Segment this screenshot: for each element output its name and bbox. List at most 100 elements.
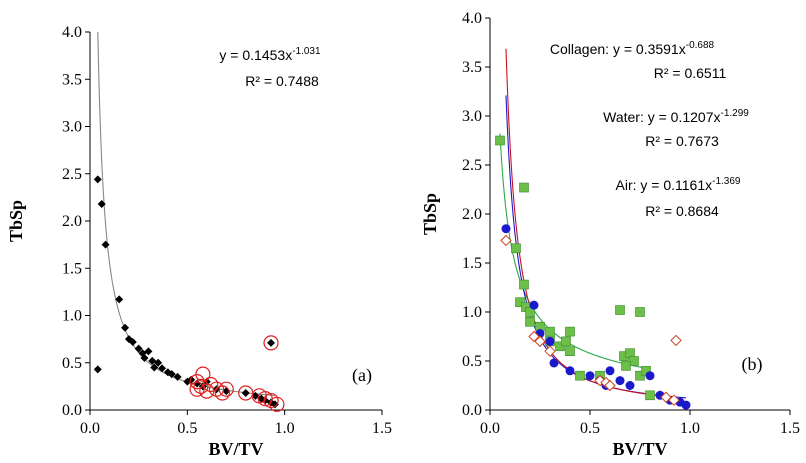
point bbox=[534, 335, 546, 348]
point bbox=[615, 376, 625, 386]
y-tick-label: 0.5 bbox=[62, 355, 82, 372]
point bbox=[150, 363, 159, 372]
point bbox=[625, 381, 635, 390]
point bbox=[629, 356, 639, 366]
x-tick-label: 0.0 bbox=[80, 420, 100, 437]
point bbox=[203, 376, 219, 393]
equation-text: Air: y = 0.1161x bbox=[616, 177, 713, 193]
fit-equation: Air: y = 0.1161x-1.369 bbox=[616, 176, 741, 193]
y-tick-label: 3.0 bbox=[462, 108, 482, 125]
point bbox=[241, 388, 250, 397]
point bbox=[575, 370, 585, 381]
fit-curve bbox=[505, 48, 677, 398]
y-tick-label: 0.0 bbox=[462, 402, 482, 419]
point bbox=[519, 182, 529, 193]
y-tick-label: 3.0 bbox=[62, 119, 82, 136]
point bbox=[525, 307, 535, 317]
point bbox=[115, 295, 124, 304]
point bbox=[645, 371, 655, 381]
point bbox=[545, 326, 555, 337]
y-tick-label: 4.0 bbox=[62, 24, 82, 41]
equation-text: Collagen: y = 0.3591x bbox=[550, 41, 686, 57]
point bbox=[93, 175, 102, 184]
point bbox=[134, 344, 143, 353]
point bbox=[158, 364, 167, 373]
point bbox=[670, 334, 682, 347]
x-tick-label: 1.0 bbox=[680, 420, 700, 437]
point bbox=[101, 240, 110, 249]
fit-equation: Water: y = 0.1207x-1.299 bbox=[603, 108, 749, 125]
point bbox=[615, 305, 625, 315]
x-axis-label: BV/TV bbox=[612, 439, 667, 459]
equation-text: y = 0.1453x bbox=[219, 47, 292, 63]
point bbox=[121, 323, 130, 332]
point bbox=[189, 381, 205, 397]
point bbox=[645, 390, 655, 401]
point bbox=[605, 366, 615, 376]
point bbox=[668, 394, 680, 406]
point bbox=[128, 337, 137, 346]
point bbox=[555, 341, 565, 352]
fit-r2: R² = 0.7488 bbox=[245, 73, 319, 89]
point bbox=[681, 400, 691, 410]
fit-r2: R² = 0.7673 bbox=[645, 133, 719, 149]
point bbox=[267, 338, 276, 347]
panel-label: (a) bbox=[352, 365, 372, 386]
point bbox=[154, 358, 163, 367]
point bbox=[269, 396, 285, 412]
point bbox=[511, 243, 521, 254]
y-tick-label: 2.5 bbox=[462, 157, 482, 174]
point bbox=[193, 379, 202, 388]
y-tick-label: 2.5 bbox=[62, 166, 82, 183]
x-axis-label: BV/TV bbox=[208, 439, 263, 459]
y-tick-label: 0.5 bbox=[462, 353, 482, 370]
y-tick-label: 1.0 bbox=[462, 304, 482, 321]
point bbox=[519, 279, 529, 290]
point bbox=[660, 391, 672, 403]
equation-exponent: -1.369 bbox=[712, 176, 741, 187]
x-tick-label: 0.0 bbox=[480, 420, 500, 437]
point bbox=[565, 366, 575, 376]
y-tick-label: 2.0 bbox=[62, 213, 82, 230]
equation-text: Water: y = 0.1207x bbox=[603, 109, 720, 125]
point bbox=[270, 400, 279, 409]
point bbox=[144, 347, 153, 356]
y-tick-label: 4.0 bbox=[462, 10, 482, 27]
y-tick-label: 1.0 bbox=[62, 308, 82, 325]
panel: 0.0 0.5 1.0 1.5 2.0 2.5 3.0 3.5 4.0 0.0 0.5 1.0 1.5 B… bbox=[420, 10, 800, 459]
point bbox=[544, 345, 556, 357]
point bbox=[565, 346, 575, 357]
point bbox=[501, 224, 511, 234]
point bbox=[549, 358, 559, 368]
point bbox=[251, 391, 260, 400]
x-tick-label: 1.5 bbox=[372, 420, 392, 437]
point bbox=[561, 336, 571, 347]
point bbox=[214, 385, 230, 401]
y-axis-label: TbSp bbox=[6, 200, 26, 242]
y-tick-label: 2.0 bbox=[462, 206, 482, 223]
point bbox=[495, 135, 505, 146]
point bbox=[218, 381, 234, 397]
y-tick-label: 1.5 bbox=[462, 255, 482, 272]
point bbox=[565, 326, 575, 337]
fit-r2: R² = 0.8684 bbox=[645, 203, 719, 219]
point bbox=[525, 316, 535, 327]
y-tick-label: 1.5 bbox=[62, 260, 82, 277]
point bbox=[585, 371, 595, 381]
x-tick-label: 0.5 bbox=[580, 420, 600, 437]
point bbox=[635, 370, 645, 381]
point bbox=[263, 335, 279, 351]
x-tick-label: 0.5 bbox=[177, 420, 197, 437]
point bbox=[93, 365, 102, 374]
point bbox=[195, 366, 211, 382]
point bbox=[500, 234, 512, 247]
point bbox=[635, 307, 645, 317]
panel: 0.0 0.5 1.0 1.5 2.0 2.5 3.0 3.5 4.0 0.0 0.5 1.0 1.5 B… bbox=[6, 24, 392, 459]
x-tick-label: 1.0 bbox=[275, 420, 295, 437]
point bbox=[167, 370, 176, 379]
fit-equation: Collagen: y = 0.3591x-0.688 bbox=[550, 40, 715, 57]
point bbox=[193, 378, 209, 394]
point bbox=[173, 372, 182, 381]
fit-equation: y = 0.1453x-1.031 bbox=[219, 46, 321, 63]
